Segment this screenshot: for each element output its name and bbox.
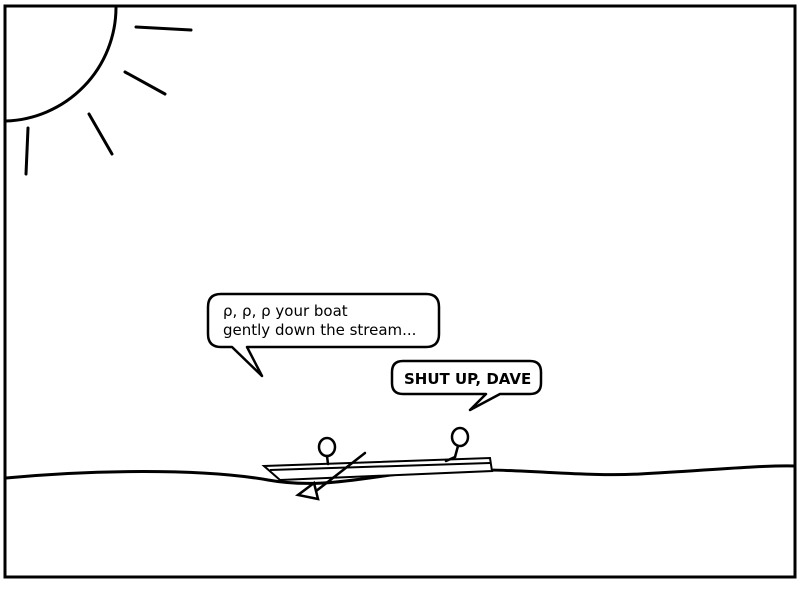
sun-disc (4, 6, 118, 123)
sun-icon (4, 6, 193, 176)
sun-ray (24, 126, 30, 176)
speech-bubble-1-line-2: gently down the stream... (223, 321, 416, 339)
speech-bubble-2: SHUT UP, DAVE (390, 359, 543, 412)
sun-ray (87, 112, 114, 156)
panel-border (3, 4, 797, 579)
speech-bubble-1-text: ρ, ρ, ρ your boat gently down the stream… (223, 301, 416, 339)
stick-figure-dave (444, 426, 470, 463)
sun-ray (123, 70, 167, 96)
boat (261, 456, 494, 482)
speech-bubble-1: ρ, ρ, ρ your boat gently down the stream… (206, 292, 441, 378)
speech-bubble-1-line-1: ρ, ρ, ρ your boat (223, 302, 348, 320)
speech-bubble-2-text: SHUT UP, DAVE (404, 370, 531, 388)
stick-figure-rower (317, 436, 337, 466)
sun-ray (134, 25, 193, 32)
oar (295, 451, 367, 501)
